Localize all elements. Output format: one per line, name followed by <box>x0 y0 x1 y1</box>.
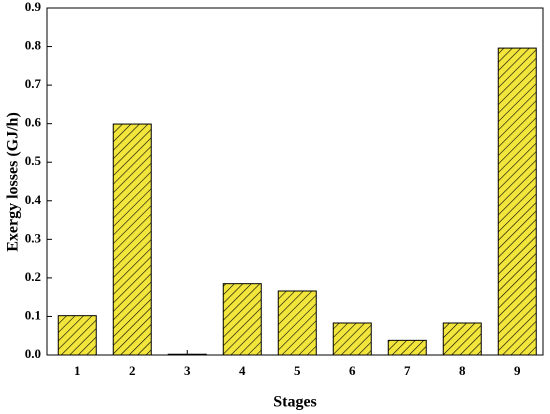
bar <box>167 353 207 356</box>
x-tick-label: 5 <box>294 363 301 378</box>
x-tick-label: 3 <box>184 363 191 378</box>
x-tick-label: 8 <box>459 363 466 378</box>
x-tick-label: 9 <box>514 363 521 378</box>
y-tick-label: 0.8 <box>25 38 42 53</box>
y-tick-label: 0.1 <box>25 307 41 322</box>
y-tick-label: 0.2 <box>25 269 41 284</box>
bar <box>277 290 317 356</box>
bar <box>497 47 537 356</box>
x-tick-label: 6 <box>349 363 356 378</box>
x-tick-label: 7 <box>404 363 411 378</box>
bar <box>57 315 97 356</box>
x-tick-label: 4 <box>239 363 246 378</box>
x-tick-label: 2 <box>129 363 136 378</box>
y-tick-label: 0.0 <box>25 346 41 361</box>
bar <box>222 283 262 356</box>
y-tick-label: 0.6 <box>25 115 42 130</box>
y-tick-label: 0.3 <box>25 230 42 245</box>
y-tick-label: 0.9 <box>25 0 42 14</box>
y-axis-title: Exergy losses (GJ/h) <box>5 112 22 252</box>
bar <box>112 123 152 356</box>
bar <box>442 322 482 356</box>
bar <box>387 339 427 356</box>
x-axis-title: Stages <box>273 394 317 411</box>
x-tick-label: 1 <box>74 363 81 378</box>
bar <box>332 322 372 356</box>
y-tick-label: 0.4 <box>25 192 42 207</box>
y-tick-label: 0.7 <box>25 76 42 91</box>
y-tick-label: 0.5 <box>25 153 42 168</box>
